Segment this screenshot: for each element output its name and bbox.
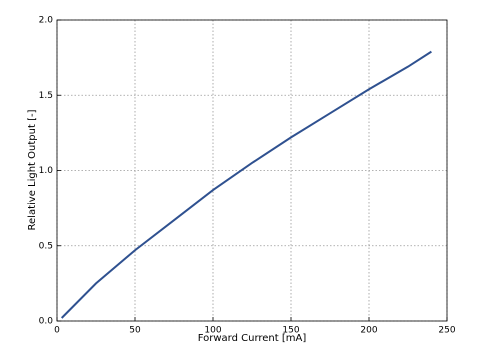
plot-frame: [56, 19, 448, 322]
y-tick-label: 1.0: [39, 166, 54, 176]
x-axis-label: Forward Current [mA]: [198, 333, 307, 344]
y-tick-label: 0.0: [39, 317, 54, 327]
y-tick-label: 1.5: [39, 91, 53, 101]
data-line: [60, 50, 432, 319]
y-tick-label: 2.0: [39, 16, 54, 26]
y-tick-label: 0.5: [39, 241, 53, 251]
x-tick-label: 150: [282, 326, 299, 336]
x-tick-label: 0: [54, 326, 60, 336]
x-tick-label: 50: [129, 326, 141, 336]
x-tick-label: 250: [438, 326, 455, 336]
y-axis-label: Relative Light Output [-]: [27, 109, 38, 230]
x-tick-label: 200: [360, 326, 377, 336]
x-tick-label: 100: [204, 326, 221, 336]
